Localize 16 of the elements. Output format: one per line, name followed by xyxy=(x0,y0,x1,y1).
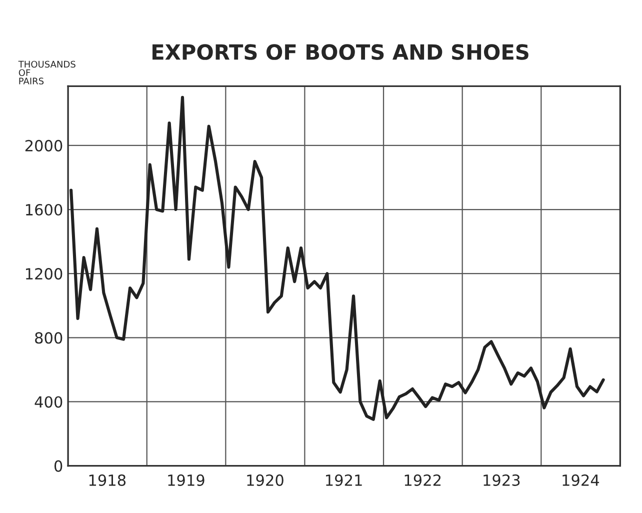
chart-title: EXPORTS OF BOOTS AND SHOES xyxy=(152,44,528,60)
x-tick-label: 1919 xyxy=(168,474,204,486)
x-tick-label: 1921 xyxy=(326,474,362,486)
x-tick-label: 1924 xyxy=(562,474,600,486)
y-tick-label: 800 xyxy=(35,332,62,344)
x-tick-label: 1923 xyxy=(484,474,520,486)
y-tick-label: 1600 xyxy=(26,204,62,216)
y-axis-title: THOUSANDS OF PAIRS xyxy=(18,60,76,84)
x-tick-label: 1922 xyxy=(404,474,441,486)
y-tick-label: 1200 xyxy=(26,268,62,280)
y-tick-label: 400 xyxy=(34,396,62,408)
x-tick-label: 1920 xyxy=(247,474,284,486)
y-tick-label: 2000 xyxy=(25,140,62,152)
line-series xyxy=(70,96,605,421)
y-tick-label: 0 xyxy=(54,460,62,472)
x-tick-label: 1918 xyxy=(89,474,126,486)
